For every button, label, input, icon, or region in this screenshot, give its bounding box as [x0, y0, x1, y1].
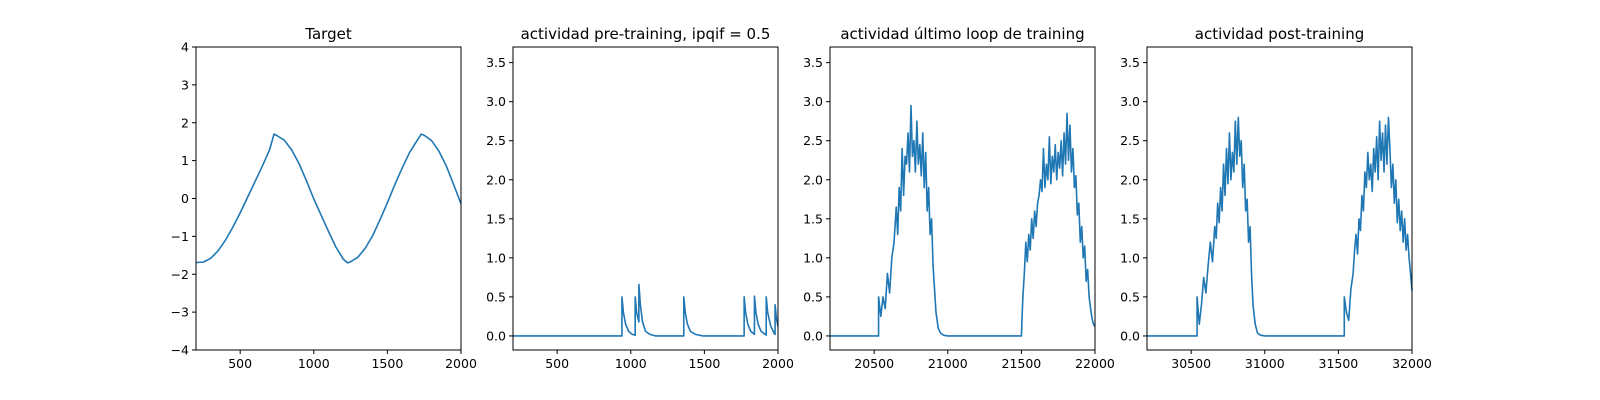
subplot-target-title: Target: [304, 25, 352, 43]
subplot-last-training-loop-y-tick-label: 2.0: [803, 172, 823, 187]
subplot-post-training-x-tick-label: 30500: [1171, 356, 1211, 371]
subplot-post-training-x-tick-label: 31500: [1319, 356, 1359, 371]
subplot-target-y-tick-label: −1: [171, 229, 189, 244]
subplot-pre-training: actividad pre-training, ipqif = 0.5 500 1…: [486, 25, 794, 371]
subplot-target-x-tick-label: 1500: [371, 356, 403, 371]
subplot-post-training-series-line: [1147, 116, 1413, 337]
subplot-pre-training-y-tick-label: 2.0: [486, 172, 506, 187]
subplot-target-y-tick-label: −3: [171, 305, 189, 320]
subplot-pre-training-y-tick-label: 0.0: [486, 328, 506, 343]
subplot-target-y-tick-label: 0: [181, 191, 189, 206]
subplot-last-training-loop-y-tick-label: 0.5: [803, 289, 823, 304]
subplot-post-training-title: actividad post-training: [1195, 25, 1364, 43]
subplot-pre-training-x-tick-label: 500: [545, 356, 569, 371]
subplot-pre-training-y-tick-label: 1.5: [486, 211, 506, 226]
subplot-target-x-tick-label: 2000: [445, 356, 477, 371]
subplot-post-training-x-tick-label: 32000: [1392, 356, 1432, 371]
subplot-last-training-loop-x-tick-label: 21000: [928, 356, 968, 371]
subplot-pre-training-y-tick-label: 3.5: [486, 55, 506, 70]
subplot-pre-training-series-line: [513, 283, 779, 337]
subplot-last-training-loop-y-tick-label: 2.5: [803, 133, 823, 148]
subplot-post-training-y-tick-label: 3.5: [1120, 55, 1140, 70]
subplot-post-training-y-tick-label: 1.0: [1120, 250, 1140, 265]
subplot-last-training-loop-title: actividad último loop de training: [840, 25, 1084, 43]
subplot-target-y-tick-label: 2: [181, 115, 189, 130]
subplot-target-x-tick-label: 500: [228, 356, 252, 371]
subplot-post-training-y-tick-label: 2.5: [1120, 133, 1140, 148]
subplot-post-training-y-tick-label: 3.0: [1120, 94, 1140, 109]
subplot-pre-training-y-tick-label: 0.5: [486, 289, 506, 304]
subplot-pre-training-y-tick-label: 1.0: [486, 250, 506, 265]
subplot-last-training-loop-y-tick-label: 0.0: [803, 328, 823, 343]
subplot-last-training-loop-y-tick-label: 3.0: [803, 94, 823, 109]
subplot-target-axes-frame: [195, 46, 462, 351]
subplot-pre-training-x-tick-label: 2000: [762, 356, 794, 371]
subplot-last-training-loop-x-tick-label: 20500: [854, 356, 894, 371]
subplot-last-training-loop-y-tick-label: 3.5: [803, 55, 823, 70]
subplot-last-training-loop-y-tick-label: 1.5: [803, 211, 823, 226]
subplot-last-training-loop-axes-frame: [829, 46, 1096, 351]
subplot-pre-training-axes-frame: [512, 46, 779, 351]
subplot-last-training-loop: actividad último loop de training 20500 2…: [803, 25, 1115, 371]
subplot-target-y-tick-label: 4: [181, 40, 189, 55]
subplot-target-y-tick-label: 1: [181, 153, 189, 168]
subplot-target-y-tick-label: −2: [171, 267, 189, 282]
subplot-target-series-line: [195, 133, 462, 264]
subplot-last-training-loop-series-line: [830, 104, 1096, 337]
subplot-post-training-y-tick-label: 1.5: [1120, 211, 1140, 226]
subplot-pre-training-y-tick-label: 2.5: [486, 133, 506, 148]
subplot-post-training-y-tick-label: 2.0: [1120, 172, 1140, 187]
subplot-pre-training-x-tick-label: 1500: [688, 356, 720, 371]
subplot-target-y-tick-label: −4: [171, 343, 189, 358]
subplot-post-training-y-tick-label: 0.0: [1120, 328, 1140, 343]
subplot-pre-training-x-tick-label: 1000: [615, 356, 647, 371]
subplot-target-y-tick-label: 3: [181, 77, 189, 92]
subplot-pre-training-y-tick-label: 3.0: [486, 94, 506, 109]
subplot-post-training-x-tick-label: 31000: [1245, 356, 1285, 371]
subplot-last-training-loop-y-tick-label: 1.0: [803, 250, 823, 265]
subplot-pre-training-title: actividad pre-training, ipqif = 0.5: [521, 25, 771, 43]
subplot-target: Target 500 1000 1500 2000 −4 −3 −2 −1 0 1 2 3 4: [171, 25, 477, 371]
subplot-post-training-axes-frame: [1146, 46, 1413, 351]
subplot-last-training-loop-x-tick-label: 21500: [1002, 356, 1042, 371]
subplot-post-training-y-tick-label: 0.5: [1120, 289, 1140, 304]
subplot-target-x-tick-label: 1000: [298, 356, 330, 371]
subplot-post-training: actividad post-training 30500 31000 31500 3…: [1120, 25, 1432, 371]
subplot-last-training-loop-x-tick-label: 22000: [1075, 356, 1115, 371]
